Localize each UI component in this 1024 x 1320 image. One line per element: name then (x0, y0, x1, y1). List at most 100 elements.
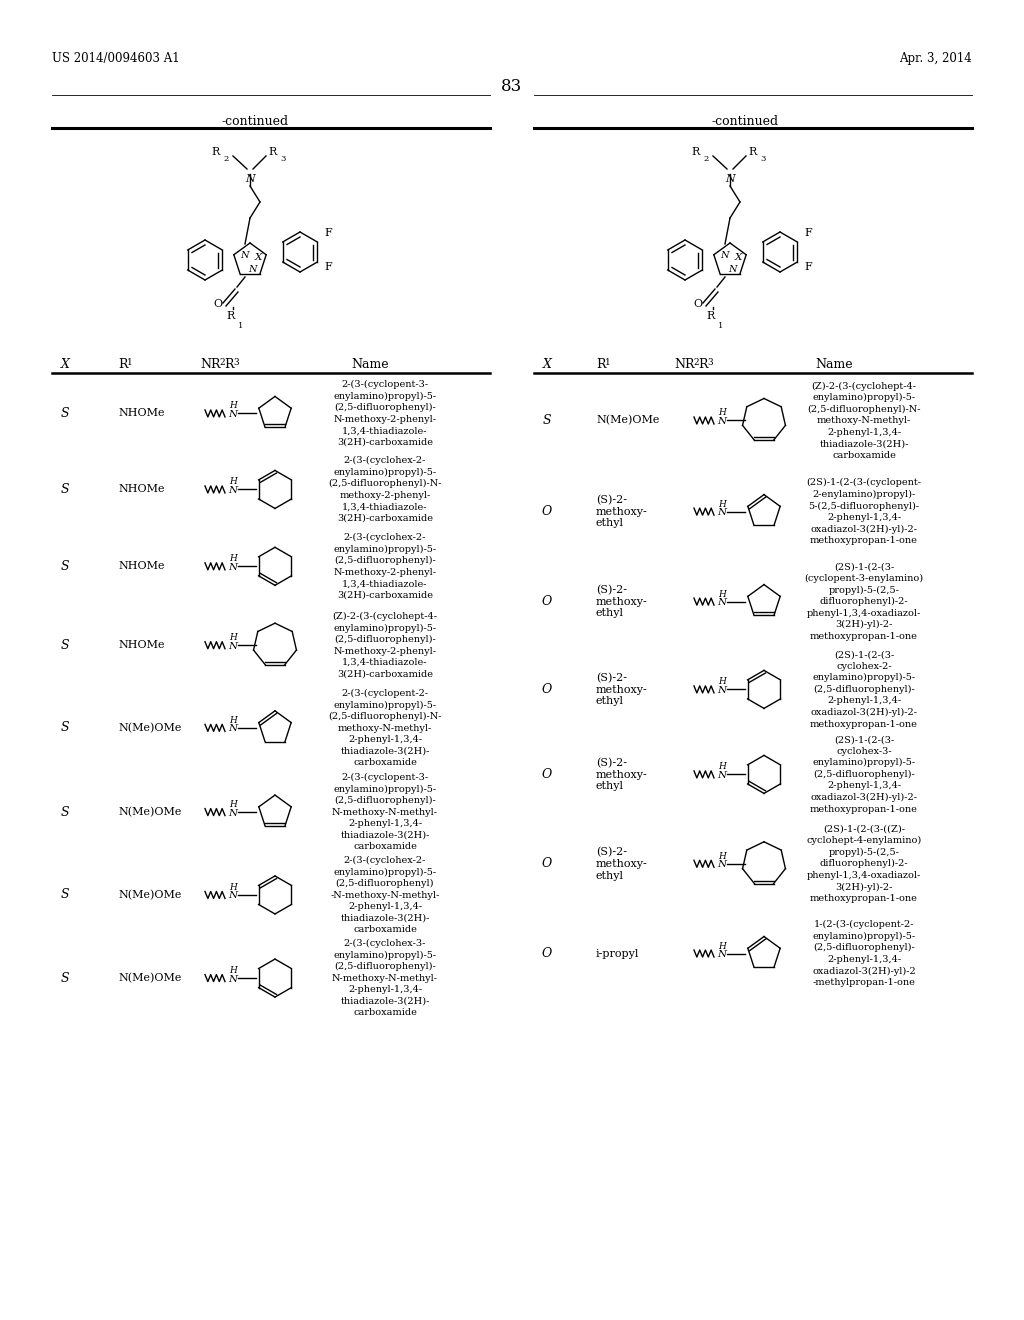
Text: O: O (542, 682, 552, 696)
Text: 2: 2 (693, 358, 698, 367)
Text: i-propyl: i-propyl (596, 949, 639, 958)
Text: R: R (596, 358, 605, 371)
Text: H: H (718, 851, 726, 861)
Text: R: R (227, 312, 236, 321)
Text: 2-(3-(cyclohex-2-
enylamino)propyl)-5-
(2,5-difluorophenyl)-
N-methoxy-2-phenyl-: 2-(3-(cyclohex-2- enylamino)propyl)-5- (… (334, 533, 436, 599)
Text: S: S (60, 805, 70, 818)
Text: H: H (229, 401, 237, 411)
Text: H: H (229, 478, 237, 487)
Text: S: S (543, 414, 551, 426)
Text: (2S)-1-(2-(3-
cyclohex-3-
enylamino)propyl)-5-
(2,5-difluorophenyl)-
2-phenyl-1,: (2S)-1-(2-(3- cyclohex-3- enylamino)prop… (810, 735, 918, 813)
Text: H: H (229, 634, 237, 643)
Text: (S)-2-
methoxy-
ethyl: (S)-2- methoxy- ethyl (596, 758, 648, 791)
Text: H: H (718, 941, 726, 950)
Text: NHOMe: NHOMe (118, 408, 165, 418)
Text: O: O (542, 768, 552, 781)
Text: Name: Name (351, 358, 389, 371)
Text: N(Me)OMe: N(Me)OMe (118, 890, 181, 900)
Text: S: S (60, 483, 70, 496)
Text: F: F (804, 228, 812, 238)
Text: N: N (228, 486, 238, 495)
Text: N: N (228, 809, 238, 817)
Text: 2-(3-(cyclohex-2-
enylamino)propyl)-5-
(2,5-difluorophenyl)
-N-methoxy-N-methyl-: 2-(3-(cyclohex-2- enylamino)propyl)-5- (… (331, 855, 439, 935)
Text: Name: Name (815, 358, 853, 371)
Text: (2S)-1-(2-(3-
(cyclopent-3-enylamino)
propyl)-5-(2,5-
difluorophenyl)-2-
phenyl-: (2S)-1-(2-(3- (cyclopent-3-enylamino) pr… (805, 562, 924, 640)
Text: F: F (804, 261, 812, 272)
Text: N: N (720, 252, 728, 260)
Text: N: N (228, 725, 238, 734)
Text: H: H (229, 800, 237, 809)
Text: X: X (734, 253, 741, 263)
Text: F: F (324, 228, 332, 238)
Text: 2-(3-(cyclohex-2-
enylamino)propyl)-5-
(2,5-difluorophenyl)-N-
methoxy-2-phenyl-: 2-(3-(cyclohex-2- enylamino)propyl)-5- (… (329, 457, 441, 523)
Text: H: H (718, 499, 726, 508)
Text: R: R (118, 358, 128, 371)
Text: R: R (212, 147, 220, 157)
Text: S: S (60, 888, 70, 902)
Text: R: R (692, 147, 700, 157)
Text: H: H (718, 590, 726, 598)
Text: F: F (324, 261, 332, 272)
Text: R: R (749, 147, 757, 157)
Text: H: H (229, 554, 237, 564)
Text: R: R (707, 312, 715, 321)
Text: X: X (254, 253, 262, 263)
Text: US 2014/0094603 A1: US 2014/0094603 A1 (52, 51, 179, 65)
Text: 1: 1 (127, 358, 133, 367)
Text: N: N (717, 861, 726, 870)
Text: N: N (717, 508, 726, 517)
Text: (S)-2-
methoxy-
ethyl: (S)-2- methoxy- ethyl (596, 673, 648, 706)
Text: NHOMe: NHOMe (118, 561, 165, 572)
Text: 2-(3-(cyclopent-2-
enylamino)propyl)-5-
(2,5-difluorophenyl)-N-
methoxy-N-methyl: 2-(3-(cyclopent-2- enylamino)propyl)-5- … (329, 689, 441, 767)
Text: NR: NR (200, 358, 220, 371)
Text: 1: 1 (238, 322, 244, 330)
Text: 2: 2 (223, 154, 228, 162)
Text: S: S (60, 639, 70, 652)
Text: 1: 1 (718, 322, 723, 330)
Text: (2S)-1-(2-(3-(cyclopent-
2-enylamino)propyl)-
5-(2,5-difluorophenyl)-
2-phenyl-1: (2S)-1-(2-(3-(cyclopent- 2-enylamino)pro… (807, 478, 922, 545)
Text: 83: 83 (502, 78, 522, 95)
Text: NHOMe: NHOMe (118, 484, 165, 495)
Text: N: N (228, 411, 238, 418)
Text: O: O (542, 857, 552, 870)
Text: 3: 3 (707, 358, 713, 367)
Text: S: S (60, 721, 70, 734)
Text: N: N (228, 562, 238, 572)
Text: NHOMe: NHOMe (118, 640, 165, 651)
Text: -continued: -continued (221, 115, 289, 128)
Text: (Z)-2-(3-(cyclohept-4-
enylamino)propyl)-5-
(2,5-difluorophenyl)-
N-methoxy-2-ph: (Z)-2-(3-(cyclohept-4- enylamino)propyl)… (333, 612, 437, 678)
Text: 2: 2 (219, 358, 224, 367)
Text: 1: 1 (605, 358, 610, 367)
Text: S: S (60, 407, 70, 420)
Text: H: H (718, 677, 726, 686)
Text: (S)-2-
methoxy-
ethyl: (S)-2- methoxy- ethyl (596, 847, 648, 880)
Text: N(Me)OMe: N(Me)OMe (118, 807, 181, 817)
Text: O: O (542, 946, 552, 960)
Text: 2-(3-(cyclohex-3-
enylamino)propyl)-5-
(2,5-difluorophenyl)-
N-methoxy-N-methyl-: 2-(3-(cyclohex-3- enylamino)propyl)-5- (… (332, 939, 438, 1018)
Text: H: H (229, 715, 237, 725)
Text: N: N (728, 265, 736, 275)
Text: N: N (717, 417, 726, 426)
Text: N(Me)OMe: N(Me)OMe (118, 722, 181, 733)
Text: N(Me)OMe: N(Me)OMe (118, 973, 181, 983)
Text: N: N (717, 598, 726, 607)
Text: N: N (228, 974, 238, 983)
Text: Apr. 3, 2014: Apr. 3, 2014 (899, 51, 972, 65)
Text: NR: NR (674, 358, 694, 371)
Text: N: N (717, 950, 726, 960)
Text: 2: 2 (703, 154, 709, 162)
Text: (2S)-1-(2-(3-
cyclohex-2-
enylamino)propyl)-5-
(2,5-difluorophenyl)-
2-phenyl-1,: (2S)-1-(2-(3- cyclohex-2- enylamino)prop… (810, 651, 918, 729)
Text: R: R (269, 147, 278, 157)
Text: N: N (725, 174, 735, 183)
Text: 2-(3-(cyclopent-3-
enylamino)propyl)-5-
(2,5-difluorophenyl)-
N-methoxy-2-phenyl: 2-(3-(cyclopent-3- enylamino)propyl)-5- … (334, 380, 436, 446)
Text: N: N (245, 174, 255, 183)
Text: H: H (229, 966, 237, 975)
Text: S: S (60, 560, 70, 573)
Text: N: N (228, 891, 238, 900)
Text: -continued: -continued (712, 115, 778, 128)
Text: H: H (718, 763, 726, 771)
Text: H: H (229, 883, 237, 892)
Text: (2S)-1-(2-(3-((Z)-
cyclohept-4-enylamino)
propyl)-5-(2,5-
difluorophenyl)-2-
phe: (2S)-1-(2-(3-((Z)- cyclohept-4-enylamino… (806, 825, 922, 903)
Text: 3: 3 (280, 154, 286, 162)
Text: N: N (717, 771, 726, 780)
